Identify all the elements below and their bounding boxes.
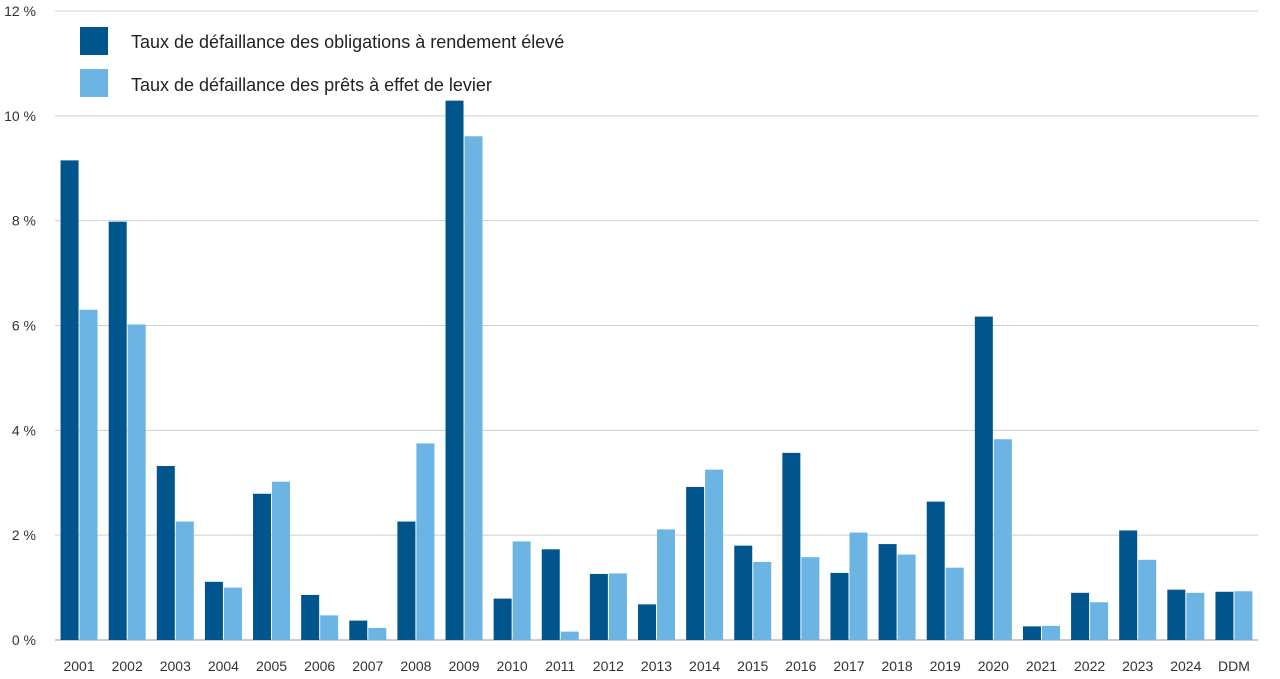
bar-leveraged-loans-2015 [753, 561, 772, 640]
bar-high-yield-2004 [204, 581, 223, 640]
bar-leveraged-loans-2009 [464, 136, 483, 641]
bar-leveraged-loans-2011 [560, 631, 579, 640]
bar-leveraged-loans-2013 [657, 529, 675, 640]
x-category-label: 2006 [304, 658, 335, 674]
bar-high-yield-2015 [734, 545, 753, 640]
bar-high-yield-2019 [926, 501, 945, 640]
bar-leveraged-loans-2014 [705, 469, 724, 640]
bar-leveraged-loans-2018 [897, 554, 916, 640]
y-axis-tick-labels: 0 % 2 % 4 % 6 % 8 % 10 % 12 % [4, 3, 36, 648]
legend-label-high-yield: Taux de défaillance des obligations à re… [131, 32, 564, 52]
x-category-label: 2001 [63, 658, 94, 674]
x-category-label: 2018 [882, 658, 913, 674]
bar-leveraged-loans-2008 [416, 443, 435, 640]
x-category-label: 2024 [1170, 658, 1201, 674]
bar-high-yield-2020 [974, 316, 993, 640]
x-category-label: 2015 [737, 658, 768, 674]
bar-high-yield-2003 [156, 465, 175, 640]
x-category-label: 2022 [1074, 658, 1105, 674]
bar-leveraged-loans-2005 [272, 481, 291, 640]
y-tick-label: 10 % [4, 108, 36, 124]
x-category-label: DDM [1218, 658, 1250, 674]
bar-high-yield-2014 [686, 486, 705, 640]
bar-leveraged-loans-2016 [801, 557, 820, 640]
bar-leveraged-loans-2002 [127, 324, 146, 640]
bar-high-yield-2021 [1022, 626, 1041, 640]
x-category-label: 2013 [641, 658, 672, 674]
bar-high-yield-2024 [1167, 589, 1186, 640]
bar-leveraged-loans-2017 [849, 532, 868, 640]
x-axis-category-labels: 2001 2002 2003 2004 2005 2006 2007 2008 2009 2010… [63, 658, 1249, 674]
x-category-label: 2023 [1122, 658, 1153, 674]
bar-high-yield-2023 [1119, 530, 1138, 640]
bar-leveraged-loans-2019 [945, 567, 964, 640]
x-category-label: 2004 [208, 658, 239, 674]
bar-leveraged-loans-DDM [1234, 591, 1253, 640]
bar-leveraged-loans-2006 [320, 615, 339, 640]
x-category-label: 2005 [256, 658, 287, 674]
bar-high-yield-2006 [301, 594, 320, 640]
x-category-label: 2009 [448, 658, 479, 674]
gridlines [55, 10, 1258, 641]
legend-swatch-leveraged-loans [80, 69, 108, 97]
x-category-label: 2008 [400, 658, 431, 674]
x-category-label: 2019 [930, 658, 961, 674]
bar-high-yield-2022 [1071, 592, 1090, 640]
legend-swatch-high-yield [80, 27, 108, 55]
bar-high-yield-2001 [60, 160, 79, 640]
bar-high-yield-2012 [589, 573, 608, 640]
bar-high-yield-2016 [782, 452, 801, 640]
x-category-label: 2010 [497, 658, 528, 674]
bar-leveraged-loans-2003 [175, 521, 194, 640]
y-tick-label: 8 % [12, 213, 36, 229]
y-tick-label: 0 % [12, 632, 36, 648]
bar-leveraged-loans-2023 [1138, 559, 1157, 640]
bar-leveraged-loans-2007 [368, 627, 387, 640]
bar-leveraged-loans-2010 [512, 541, 531, 640]
bar-leveraged-loans-2004 [223, 587, 242, 640]
bar-leveraged-loans-2022 [1090, 602, 1109, 640]
x-category-label: 2021 [1026, 658, 1057, 674]
y-tick-label: 4 % [12, 422, 36, 438]
y-tick-label: 12 % [4, 3, 36, 19]
x-category-label: 2003 [160, 658, 191, 674]
bar-leveraged-loans-2012 [608, 573, 627, 640]
bar-leveraged-loans-2024 [1186, 592, 1205, 640]
bar-high-yield-2010 [493, 598, 512, 640]
x-category-label: 2020 [978, 658, 1009, 674]
bar-leveraged-loans-2020 [993, 439, 1012, 640]
x-category-label: 2002 [112, 658, 143, 674]
bar-high-yield-2002 [108, 221, 127, 640]
y-tick-label: 6 % [12, 318, 36, 334]
bar-high-yield-2011 [541, 549, 560, 640]
bar-leveraged-loans-2001 [79, 309, 98, 640]
bar-high-yield-2013 [638, 604, 656, 640]
bar-high-yield-2018 [878, 544, 897, 640]
x-category-label: 2014 [689, 658, 720, 674]
x-category-label: 2007 [352, 658, 383, 674]
x-category-label: 2017 [833, 658, 864, 674]
bars [60, 100, 1253, 641]
bar-high-yield-2017 [830, 572, 849, 640]
x-category-label: 2016 [785, 658, 816, 674]
bar-leveraged-loans-2021 [1041, 625, 1060, 640]
legend-label-leveraged-loans: Taux de défaillance des prêts à effet de… [131, 75, 492, 95]
bar-high-yield-2005 [253, 493, 272, 640]
bar-high-yield-DDM [1215, 591, 1234, 640]
bar-high-yield-2009 [445, 100, 464, 640]
y-tick-label: 2 % [12, 527, 36, 543]
bar-high-yield-2008 [397, 521, 416, 640]
legend: Taux de défaillance des obligations à re… [80, 27, 564, 97]
x-category-label: 2012 [593, 658, 624, 674]
x-category-label: 2011 [545, 658, 575, 674]
bar-high-yield-2007 [349, 620, 368, 640]
